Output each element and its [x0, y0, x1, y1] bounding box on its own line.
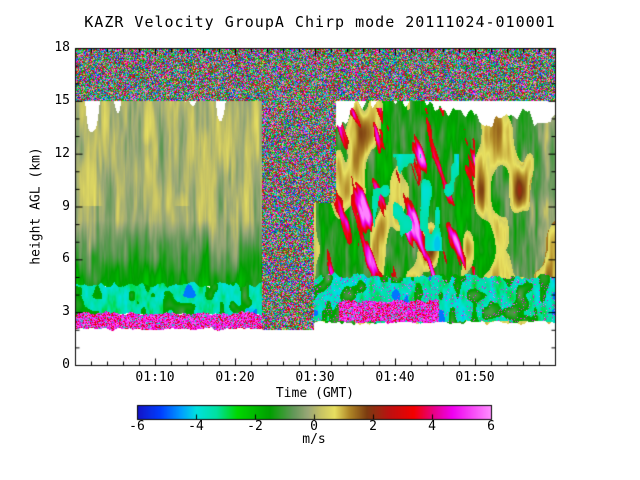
colorbar-tick-label: -2 — [247, 419, 263, 434]
x-tick-label: 01:50 — [455, 370, 495, 385]
y-tick-label: 6 — [62, 251, 70, 267]
colorbar-tick-label: -6 — [129, 419, 145, 434]
x-tick-label: 01:30 — [295, 370, 335, 385]
plot-title: KAZR Velocity GroupA Chirp mode 20111024… — [84, 13, 556, 31]
y-tick-label: 18 — [54, 40, 70, 55]
x-tick-label: 01:20 — [215, 370, 255, 385]
y-tick-label: 9 — [62, 198, 70, 214]
colorbar-tick-label: 2 — [369, 419, 377, 434]
colorbar-units-label: m/s — [302, 432, 326, 447]
colorbar-tick-label: 4 — [428, 419, 436, 434]
y-tick-label: 3 — [62, 304, 70, 320]
y-tick-label: 0 — [62, 357, 70, 372]
y-tick-label: 12 — [54, 145, 70, 161]
x-tick-label: 01:40 — [375, 370, 415, 385]
y-tick-label: 15 — [54, 92, 70, 108]
x-axis-label: Time (GMT) — [275, 386, 355, 401]
colorbar-tick-label: -4 — [188, 419, 204, 434]
x-tick-label: 01:10 — [135, 370, 175, 385]
colorbar-tick-label: 0 — [310, 419, 318, 434]
colorbar-tick-label: 6 — [487, 419, 495, 434]
